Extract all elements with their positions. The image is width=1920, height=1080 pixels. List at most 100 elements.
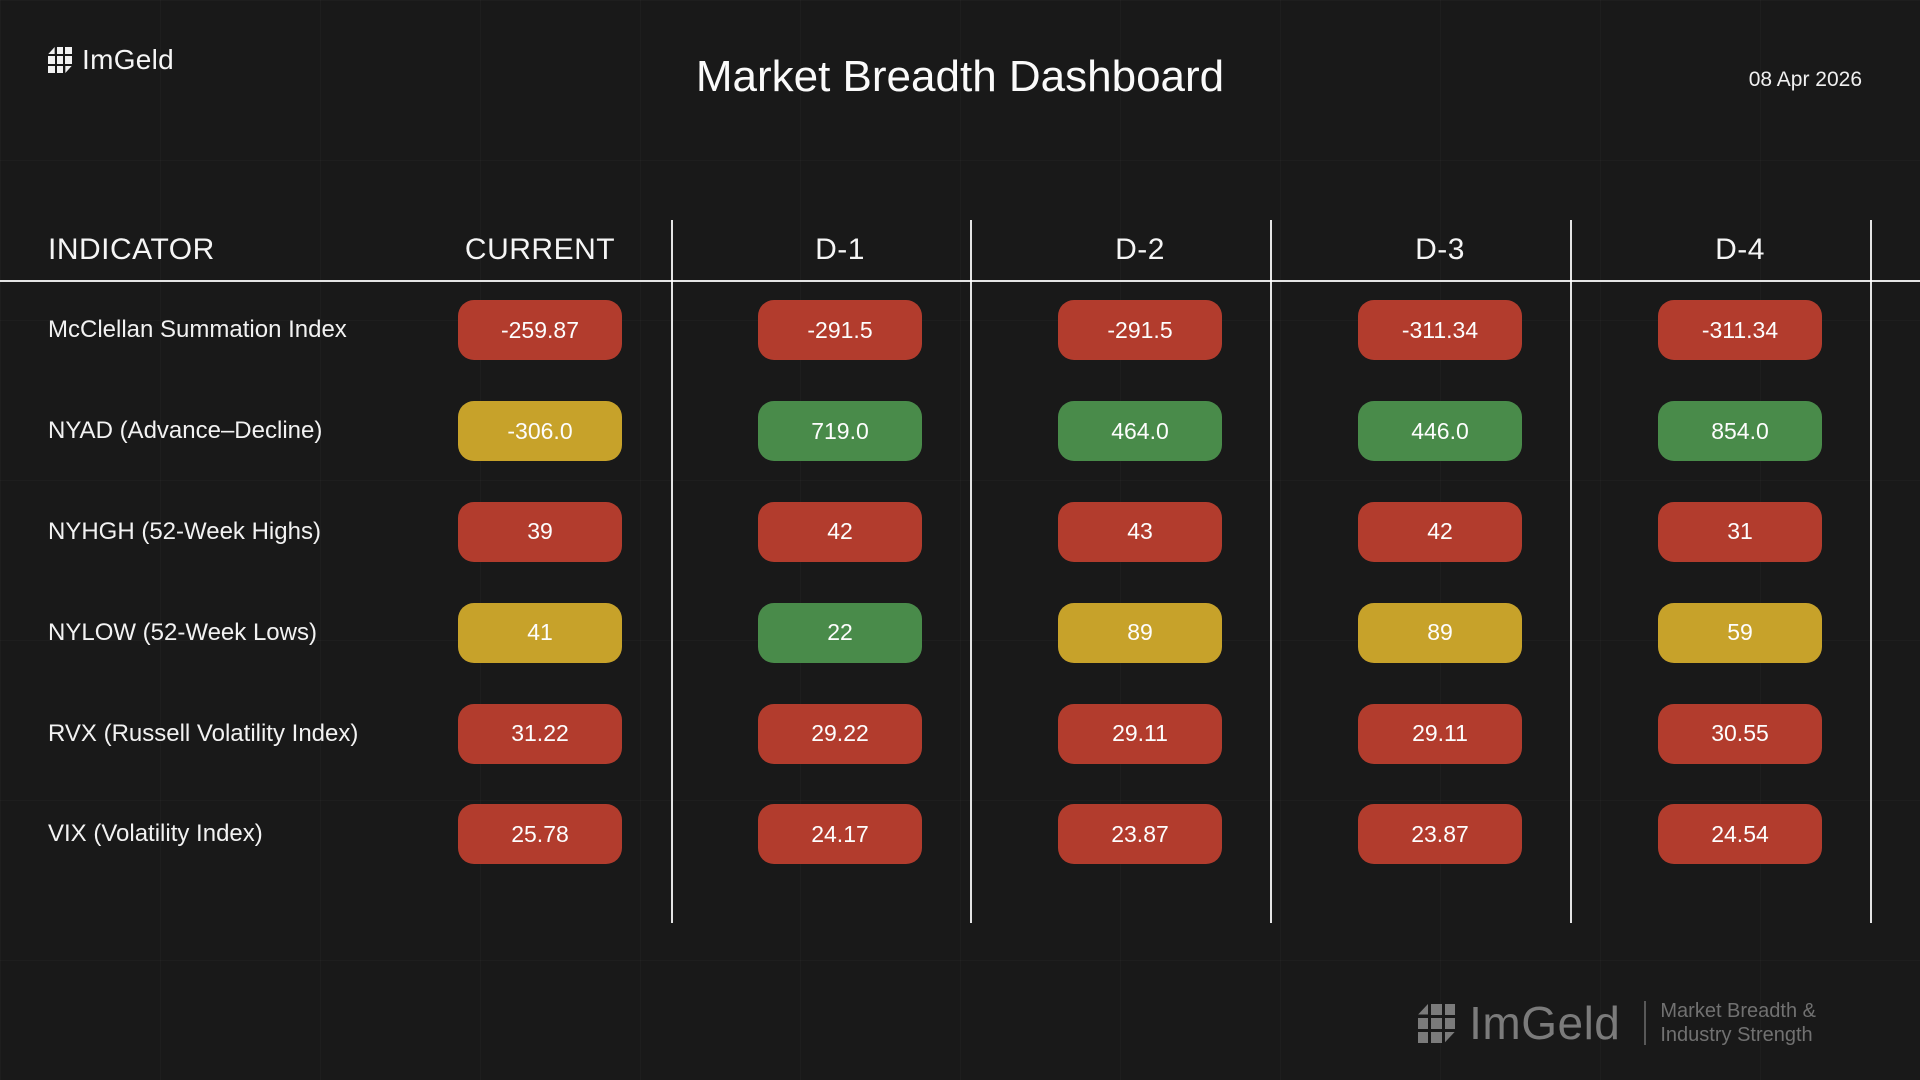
column-header-d3: D-3	[1415, 233, 1465, 266]
value-pill-gold: 59	[1658, 602, 1822, 663]
value-cell: 41	[390, 602, 690, 663]
value-pill-red: -311.34	[1658, 300, 1822, 361]
value-pill-green: 719.0	[758, 401, 922, 462]
indicator-table: INDICATOR CURRENT D-1 D-2 D-3 D-4 McClel…	[0, 220, 1890, 885]
value-pill-green: 446.0	[1358, 401, 1522, 462]
indicator-label: NYLOW (52-Week Lows)	[48, 618, 317, 646]
table-header-row: INDICATOR CURRENT D-1 D-2 D-3 D-4	[0, 220, 1890, 280]
value-cell: 719.0	[690, 401, 990, 462]
value-pill-gold: 41	[458, 602, 622, 663]
footer-tagline-line2: Industry Strength	[1660, 1024, 1813, 1046]
value-cell: 23.87	[990, 804, 1290, 865]
value-pill-gold: 89	[1358, 602, 1522, 663]
indicator-label: NYAD (Advance–Decline)	[48, 417, 323, 445]
value-cell: 464.0	[990, 401, 1290, 462]
value-cell: -311.34	[1290, 300, 1590, 361]
table-row: McClellan Summation Index -259.87 -291.5 -2…	[0, 280, 1890, 381]
value-pill-red: -291.5	[1058, 300, 1222, 361]
value-cell: 22	[690, 602, 990, 663]
value-pill-red: -291.5	[758, 300, 922, 361]
value-pill-green: 464.0	[1058, 401, 1222, 462]
value-cell: 30.55	[1590, 703, 1890, 764]
column-header-d2: D-2	[1115, 233, 1165, 266]
value-pill-green: 22	[758, 602, 922, 663]
value-cell: 43	[990, 501, 1290, 562]
value-pill-red: 29.11	[1358, 703, 1522, 764]
value-pill-red: 25.78	[458, 804, 622, 865]
table-row: RVX (Russell Volatility Index) 31.22 29.22…	[0, 683, 1890, 784]
value-pill-green: 854.0	[1658, 401, 1822, 462]
table-row: NYLOW (52-Week Lows) 41 22 89 89 59	[0, 582, 1890, 683]
value-cell: 89	[990, 602, 1290, 663]
value-cell: -291.5	[990, 300, 1290, 361]
value-cell: 42	[690, 501, 990, 562]
value-cell: -291.5	[690, 300, 990, 361]
value-pill-red: 42	[1358, 501, 1522, 562]
footer-tagline: Market Breadth & Industry Strength	[1660, 999, 1816, 1048]
header-divider-line	[0, 280, 1920, 282]
value-cell: 31.22	[390, 703, 690, 764]
value-pill-gold: 89	[1058, 602, 1222, 663]
value-pill-red: 31.22	[458, 703, 622, 764]
footer-logo: ImGeld Market Breadth & Industry Strengt…	[1418, 996, 1816, 1050]
value-cell: -311.34	[1590, 300, 1890, 361]
table-row: NYAD (Advance–Decline) -306.0 719.0 464.0 44…	[0, 381, 1890, 482]
value-pill-gold: -306.0	[458, 401, 622, 462]
value-cell: 89	[1290, 602, 1590, 663]
brand-grid-icon	[48, 47, 72, 73]
footer-tagline-line1: Market Breadth &	[1660, 999, 1816, 1022]
column-header-d1: D-1	[815, 233, 865, 266]
column-header-d4: D-4	[1715, 233, 1765, 266]
brand-name: ImGeld	[82, 44, 175, 75]
indicator-label: VIX (Volatility Index)	[48, 820, 263, 848]
value-pill-red: 23.87	[1358, 804, 1522, 865]
table-body: McClellan Summation Index -259.87 -291.5 -2…	[0, 280, 1890, 885]
value-cell: 24.17	[690, 804, 990, 865]
value-cell: 24.54	[1590, 804, 1890, 865]
value-cell: 39	[390, 501, 690, 562]
value-cell: -259.87	[390, 300, 690, 361]
value-cell: 29.22	[690, 703, 990, 764]
value-cell: 29.11	[990, 703, 1290, 764]
value-cell: 854.0	[1590, 401, 1890, 462]
page-title: Market Breadth Dashboard	[695, 52, 1225, 101]
value-pill-red: -259.87	[458, 300, 622, 361]
column-separator	[1270, 220, 1272, 923]
table-row: VIX (Volatility Index) 25.78 24.17 23.87 23.…	[0, 784, 1890, 885]
indicator-label: NYHGH (52-Week Highs)	[48, 517, 321, 545]
table-row: NYHGH (52-Week Highs) 39 42 43 42 31	[0, 482, 1890, 583]
column-separator	[671, 220, 673, 923]
value-pill-red: 31	[1658, 501, 1822, 562]
value-pill-red: 24.17	[758, 804, 922, 865]
value-cell: 42	[1290, 501, 1590, 562]
value-pill-red: -311.34	[1358, 300, 1522, 361]
value-pill-red: 42	[758, 501, 922, 562]
value-pill-red: 30.55	[1658, 703, 1822, 764]
column-header-indicator: INDICATOR	[48, 233, 215, 266]
value-cell: -306.0	[390, 401, 690, 462]
value-cell: 29.11	[1290, 703, 1590, 764]
brand-logo: ImGeld	[48, 44, 174, 76]
value-pill-red: 29.11	[1058, 703, 1222, 764]
column-separator	[970, 220, 972, 923]
value-cell: 59	[1590, 602, 1890, 663]
value-cell: 446.0	[1290, 401, 1590, 462]
value-cell: 31	[1590, 501, 1890, 562]
footer-grid-icon	[1418, 1003, 1456, 1043]
indicator-label: McClellan Summation Index	[48, 316, 347, 344]
indicator-label: RVX (Russell Volatility Index)	[48, 719, 359, 747]
column-separator	[1570, 220, 1572, 923]
value-cell: 25.78	[390, 804, 690, 865]
value-pill-red: 39	[458, 501, 622, 562]
value-pill-red: 29.22	[758, 703, 922, 764]
value-pill-red: 43	[1058, 501, 1222, 562]
report-date: 08 Apr 2026	[1748, 68, 1862, 91]
value-pill-red: 23.87	[1058, 804, 1222, 865]
footer-divider	[1644, 1001, 1647, 1045]
column-separator	[1870, 220, 1872, 923]
value-pill-red: 24.54	[1658, 804, 1822, 865]
footer-brand-name: ImGeld	[1469, 997, 1621, 1049]
column-header-current: CURRENT	[464, 233, 616, 266]
value-cell: 23.87	[1290, 804, 1590, 865]
